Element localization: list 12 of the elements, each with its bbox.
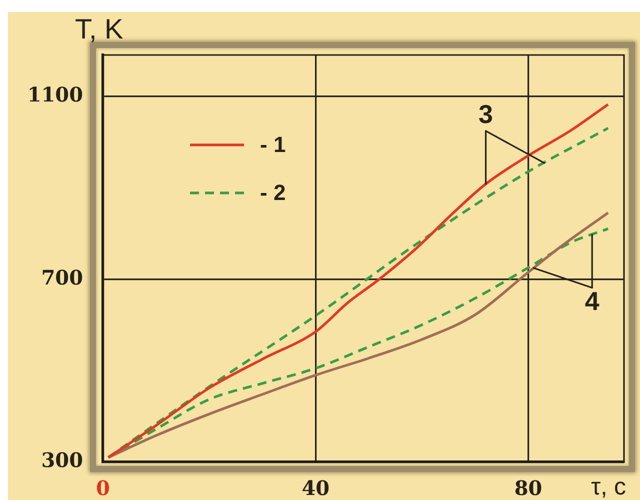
legend-label: - 1 <box>260 132 286 158</box>
legend-label: - 2 <box>260 180 286 206</box>
annotation: 3 <box>478 99 494 130</box>
annotation: 4 <box>584 286 600 316</box>
x-tick-label: 80 <box>514 476 542 500</box>
y-axis-title: T, K <box>75 14 124 45</box>
x-tick-label: 40 <box>302 476 330 500</box>
y-tick-label: 300 <box>41 448 83 472</box>
x-axis-title: τ, c <box>591 474 626 500</box>
y-tick-label: 1100 <box>27 82 83 106</box>
y-tick-label: 700 <box>41 265 83 290</box>
x-tick-label: 0 <box>96 476 110 500</box>
